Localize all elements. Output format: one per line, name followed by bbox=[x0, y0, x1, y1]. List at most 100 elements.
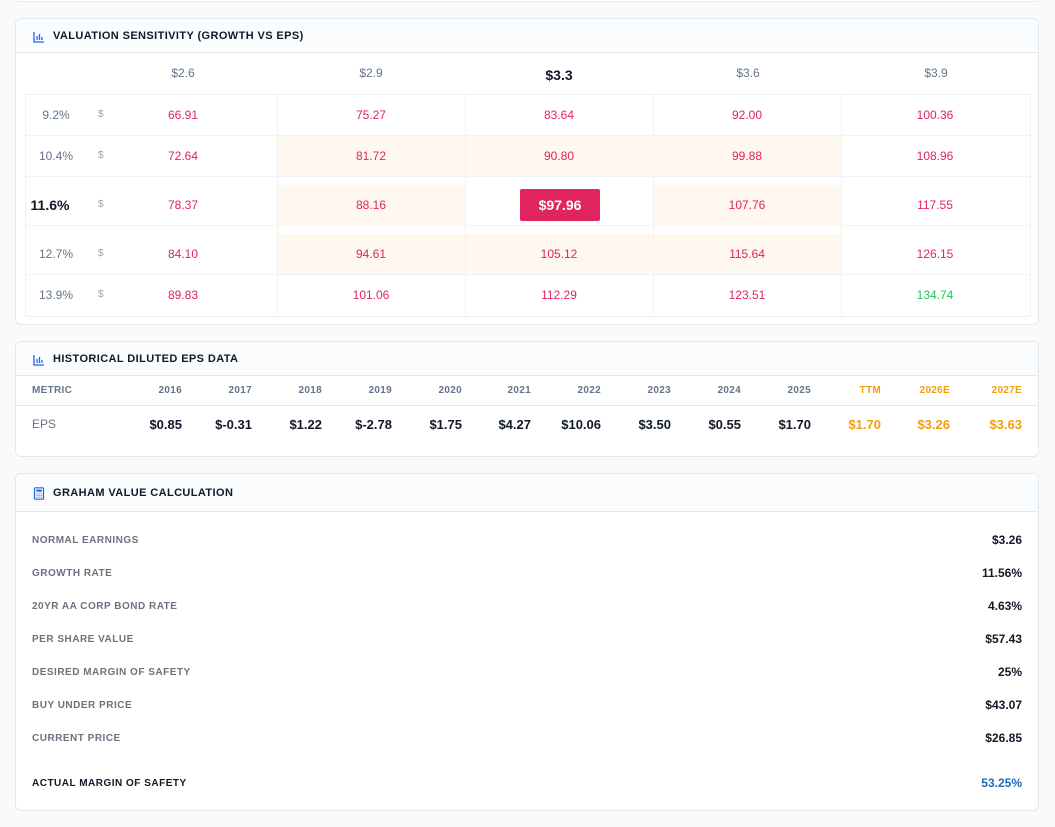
value-cell: 105.12 bbox=[540, 247, 578, 261]
eps-value: $4.27 bbox=[498, 417, 531, 432]
graham-item-label: CURRENT PRICE bbox=[32, 733, 121, 744]
grid-line bbox=[26, 225, 1030, 226]
row-label-growth: 12.7% bbox=[38, 247, 74, 261]
value-cell: 117.55 bbox=[917, 198, 953, 212]
highlight-cell bbox=[465, 234, 653, 274]
calculator-icon bbox=[33, 486, 45, 500]
year-header-estimate: 2027E bbox=[991, 385, 1022, 396]
year-header: 2023 bbox=[647, 385, 671, 396]
currency-symbol: $ bbox=[98, 289, 104, 300]
highlight-cell bbox=[653, 185, 841, 225]
value-cell-max: 134.74 bbox=[916, 288, 954, 302]
graham-item-label: GROWTH RATE bbox=[32, 568, 113, 579]
value-cell: 66.91 bbox=[167, 108, 199, 122]
graham-item-label: PER SHARE VALUE bbox=[32, 634, 134, 645]
eps-value: $10.06 bbox=[561, 417, 601, 432]
value-cell: 92.00 bbox=[731, 108, 763, 122]
eps-value-estimate: $3.63 bbox=[989, 417, 1022, 432]
grid-line bbox=[465, 95, 466, 316]
eps-value: $0.55 bbox=[708, 417, 741, 432]
graham-item-value: 25% bbox=[997, 665, 1022, 679]
year-header: 2020 bbox=[438, 385, 462, 396]
currency-symbol: $ bbox=[98, 150, 104, 161]
eps-title: HISTORICAL DILUTED EPS DATA bbox=[53, 352, 239, 365]
highlight-cell bbox=[277, 136, 465, 176]
graham-item-label: NORMAL EARNINGS bbox=[32, 535, 139, 546]
row-label-growth: 13.9% bbox=[38, 288, 74, 302]
previous-card-edge bbox=[15, 0, 1039, 2]
highlight-cell bbox=[277, 234, 465, 274]
value-cell: 78.37 bbox=[167, 198, 199, 212]
year-header: 2021 bbox=[507, 385, 531, 396]
currency-symbol: $ bbox=[98, 199, 104, 210]
year-header: 2019 bbox=[368, 385, 392, 396]
year-header-ttm: TTM bbox=[859, 385, 881, 396]
value-cell: 115.64 bbox=[729, 247, 765, 261]
graham-header: GRAHAM VALUE CALCULATION bbox=[16, 474, 1038, 512]
year-header: 2016 bbox=[158, 385, 182, 396]
eps-value: $0.85 bbox=[149, 417, 182, 432]
grid-line bbox=[653, 95, 654, 316]
value-cell: 123.51 bbox=[728, 288, 766, 302]
column-header-eps: $2.6 bbox=[171, 66, 195, 80]
column-header-eps: $3.6 bbox=[736, 66, 760, 80]
graham-item-value: $43.07 bbox=[985, 698, 1022, 712]
year-header: 2024 bbox=[717, 385, 741, 396]
year-header: 2025 bbox=[787, 385, 811, 396]
value-cell: 89.83 bbox=[167, 288, 199, 302]
value-cell: 90.80 bbox=[543, 149, 575, 163]
value-cell: 99.88 bbox=[731, 149, 763, 163]
graham-item-label: 20YR AA CORP BOND RATE bbox=[32, 601, 178, 612]
eps-value: $1.70 bbox=[778, 417, 811, 432]
metric-name: EPS bbox=[32, 417, 57, 431]
highlight-cell bbox=[653, 234, 841, 274]
graham-item-value: 4.63% bbox=[987, 599, 1022, 613]
grid-line bbox=[26, 135, 1030, 136]
graham-title: GRAHAM VALUE CALCULATION bbox=[53, 486, 234, 499]
selected-value-badge: $97.96 bbox=[520, 189, 600, 221]
value-cell: 75.27 bbox=[355, 108, 387, 122]
eps-value: $1.22 bbox=[289, 417, 322, 432]
sensitivity-title: VALUATION SENSITIVITY (GROWTH VS EPS) bbox=[53, 29, 304, 42]
header-divider bbox=[16, 405, 1038, 406]
currency-symbol: $ bbox=[98, 248, 104, 259]
value-cell: 101.06 bbox=[352, 288, 390, 302]
value-cell: 126.15 bbox=[916, 247, 954, 261]
column-header-eps: $2.9 bbox=[359, 66, 383, 80]
bar-chart-icon bbox=[33, 353, 45, 366]
value-cell: 84.10 bbox=[167, 247, 199, 261]
highlight-cell bbox=[465, 136, 653, 176]
eps-value-estimate: $3.26 bbox=[917, 417, 950, 432]
currency-symbol: $ bbox=[98, 109, 104, 120]
grid-line bbox=[841, 95, 842, 316]
eps-value: $3.50 bbox=[638, 417, 671, 432]
metric-column-header: METRIC bbox=[32, 385, 73, 396]
eps-value: $-0.31 bbox=[215, 417, 252, 432]
eps-value: $1.75 bbox=[429, 417, 462, 432]
year-header: 2017 bbox=[228, 385, 252, 396]
graham-item-label: BUY UNDER PRICE bbox=[32, 700, 133, 711]
grid-line bbox=[277, 95, 278, 316]
grid-line bbox=[26, 176, 1030, 177]
highlight-cell bbox=[277, 185, 465, 225]
sensitivity-header: VALUATION SENSITIVITY (GROWTH VS EPS) bbox=[16, 19, 1038, 53]
graham-item-value: 11.56% bbox=[981, 566, 1022, 580]
actual-margin-label: ACTUAL MARGIN OF SAFETY bbox=[32, 778, 187, 789]
value-cell: 88.16 bbox=[355, 198, 387, 212]
value-cell: 112.29 bbox=[541, 288, 577, 302]
column-header-eps: $3.9 bbox=[924, 66, 948, 80]
year-header-estimate: 2026E bbox=[919, 385, 950, 396]
actual-margin-value: 53.25% bbox=[981, 776, 1022, 790]
value-cell: 108.96 bbox=[916, 149, 954, 163]
graham-item-value: $57.43 bbox=[985, 632, 1022, 646]
year-header: 2022 bbox=[577, 385, 601, 396]
value-cell: 100.36 bbox=[916, 108, 954, 122]
year-header: 2018 bbox=[298, 385, 322, 396]
eps-value-ttm: $1.70 bbox=[848, 417, 881, 432]
eps-value: $-2.78 bbox=[355, 417, 392, 432]
historical-eps-card: HISTORICAL DILUTED EPS DATA METRIC EPS 2… bbox=[15, 341, 1039, 457]
valuation-sensitivity-card: VALUATION SENSITIVITY (GROWTH VS EPS) $2… bbox=[15, 18, 1039, 325]
value-cell: 94.61 bbox=[355, 247, 387, 261]
highlight-cell bbox=[653, 136, 841, 176]
value-cell: 81.72 bbox=[355, 149, 387, 163]
